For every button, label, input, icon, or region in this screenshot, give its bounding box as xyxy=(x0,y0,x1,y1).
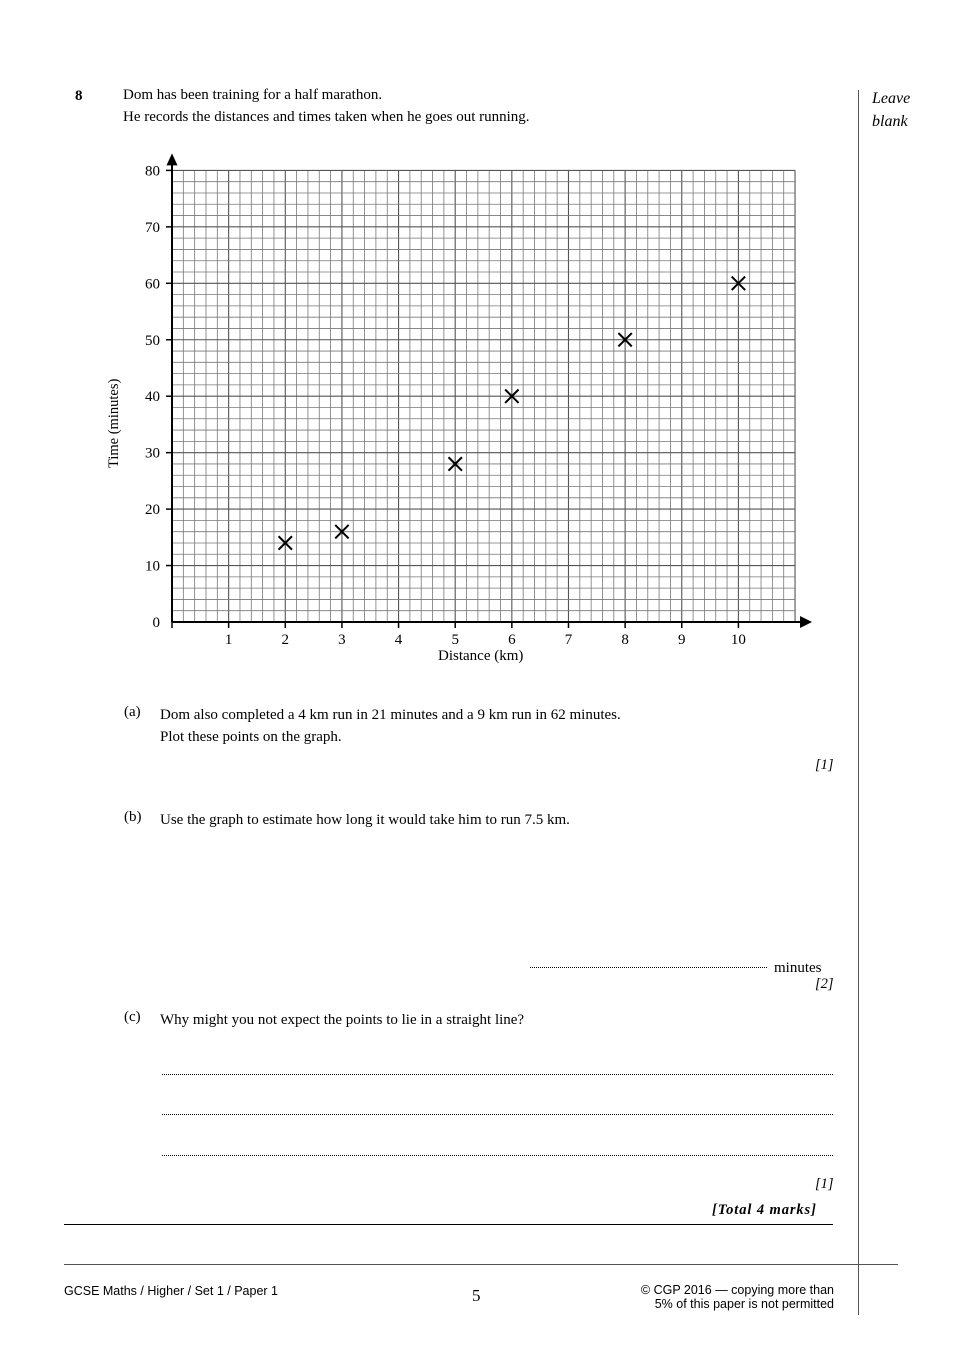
svg-text:10: 10 xyxy=(145,559,160,575)
svg-text:70: 70 xyxy=(145,220,160,236)
svg-text:30: 30 xyxy=(145,446,160,462)
svg-text:6: 6 xyxy=(508,632,516,648)
svg-text:20: 20 xyxy=(145,502,160,518)
svg-text:0: 0 xyxy=(153,615,161,631)
svg-text:10: 10 xyxy=(731,632,746,648)
svg-text:9: 9 xyxy=(678,632,686,648)
svg-text:60: 60 xyxy=(145,276,160,292)
svg-text:1: 1 xyxy=(225,632,233,648)
svg-text:7: 7 xyxy=(565,632,573,648)
svg-text:8: 8 xyxy=(621,632,629,648)
svg-text:40: 40 xyxy=(145,389,160,405)
svg-text:2: 2 xyxy=(282,632,290,648)
svg-text:3: 3 xyxy=(338,632,346,648)
svg-text:50: 50 xyxy=(145,333,160,349)
svg-text:5: 5 xyxy=(451,632,459,648)
svg-text:80: 80 xyxy=(145,163,160,179)
svg-text:4: 4 xyxy=(395,632,403,648)
